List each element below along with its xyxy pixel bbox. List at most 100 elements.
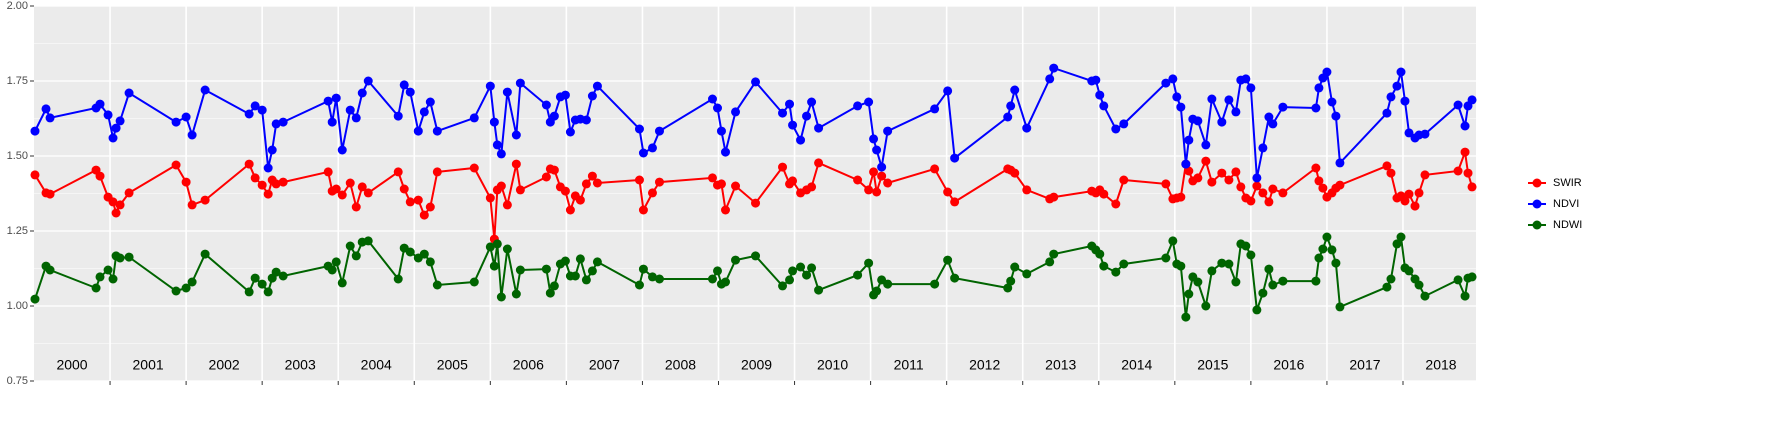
data-point — [250, 101, 260, 111]
data-point — [1268, 119, 1278, 129]
year-label: 2002 — [209, 357, 240, 373]
data-point — [515, 185, 525, 195]
data-point — [634, 280, 644, 290]
data-point — [1184, 166, 1194, 176]
data-point — [1006, 101, 1016, 111]
data-point — [1278, 102, 1288, 112]
data-point — [864, 258, 874, 268]
data-point — [502, 200, 512, 210]
data-point — [720, 205, 730, 215]
data-point — [1331, 111, 1341, 121]
data-point — [413, 126, 423, 136]
data-point — [351, 202, 361, 212]
data-point — [1045, 257, 1055, 267]
data-point — [1467, 182, 1477, 192]
data-point — [502, 87, 512, 97]
data-point — [331, 93, 341, 103]
data-point — [250, 173, 260, 183]
data-point — [802, 270, 812, 280]
data-point — [1278, 188, 1288, 198]
data-point — [1168, 236, 1178, 246]
data-point — [853, 175, 863, 185]
year-label: 2007 — [589, 357, 620, 373]
data-point — [278, 271, 288, 281]
data-point — [930, 279, 940, 289]
data-point — [1252, 305, 1262, 315]
data-point — [943, 86, 953, 96]
y-tick-label: 1.75 — [7, 75, 28, 87]
data-point — [560, 256, 570, 266]
data-point — [1241, 241, 1251, 251]
data-point — [930, 104, 940, 114]
data-point — [1322, 232, 1332, 242]
data-point — [492, 239, 502, 249]
data-point — [200, 85, 210, 95]
data-point — [1161, 253, 1171, 263]
data-point — [560, 90, 570, 100]
data-point — [541, 172, 551, 182]
data-point — [345, 178, 355, 188]
data-point — [469, 163, 479, 173]
data-point — [549, 111, 559, 121]
data-point — [1119, 259, 1129, 269]
data-point — [647, 143, 657, 153]
year-label: 2013 — [1045, 357, 1076, 373]
data-point — [1224, 259, 1234, 269]
y-tick-label: 1.25 — [7, 225, 28, 237]
data-point — [257, 180, 267, 190]
data-point — [1382, 282, 1392, 292]
data-point — [244, 287, 254, 297]
data-point — [425, 97, 435, 107]
data-point — [263, 189, 273, 199]
data-point — [1396, 232, 1406, 242]
data-point — [716, 126, 726, 136]
data-point — [108, 197, 118, 207]
data-point — [1049, 63, 1059, 73]
data-point — [1258, 143, 1268, 153]
data-point — [1404, 266, 1414, 276]
data-point — [1453, 166, 1463, 176]
data-point — [181, 283, 191, 293]
data-point — [549, 281, 559, 291]
data-point — [91, 283, 101, 293]
data-point — [45, 265, 55, 275]
data-point — [713, 103, 723, 113]
data-point — [108, 274, 118, 284]
data-point — [278, 177, 288, 187]
data-point — [788, 120, 798, 130]
data-point — [807, 182, 817, 192]
data-point — [187, 277, 197, 287]
data-point — [778, 162, 788, 172]
data-point — [181, 112, 191, 122]
data-point — [363, 188, 373, 198]
data-point — [592, 257, 602, 267]
data-point — [853, 101, 863, 111]
data-point — [877, 162, 887, 172]
data-point — [1099, 261, 1109, 271]
data-point — [1400, 196, 1410, 206]
data-point — [45, 113, 55, 123]
data-point — [575, 195, 585, 205]
data-point — [489, 117, 499, 127]
data-point — [1311, 163, 1321, 173]
data-point — [807, 263, 817, 273]
data-point — [654, 126, 664, 136]
legend-label: SWIR — [1553, 177, 1582, 189]
data-point — [1168, 74, 1178, 84]
data-point — [485, 193, 495, 203]
data-point — [872, 286, 882, 296]
data-point — [124, 88, 134, 98]
data-point — [95, 171, 105, 181]
year-label: 2012 — [969, 357, 1000, 373]
data-point — [103, 265, 113, 275]
data-point — [1193, 173, 1203, 183]
data-point — [1022, 269, 1032, 279]
data-point — [1207, 94, 1217, 104]
series — [30, 232, 1477, 322]
data-point — [778, 281, 788, 291]
data-point — [419, 107, 429, 117]
data-point — [545, 288, 555, 298]
data-point — [751, 251, 761, 261]
data-point — [883, 279, 893, 289]
data-point — [1268, 184, 1278, 194]
